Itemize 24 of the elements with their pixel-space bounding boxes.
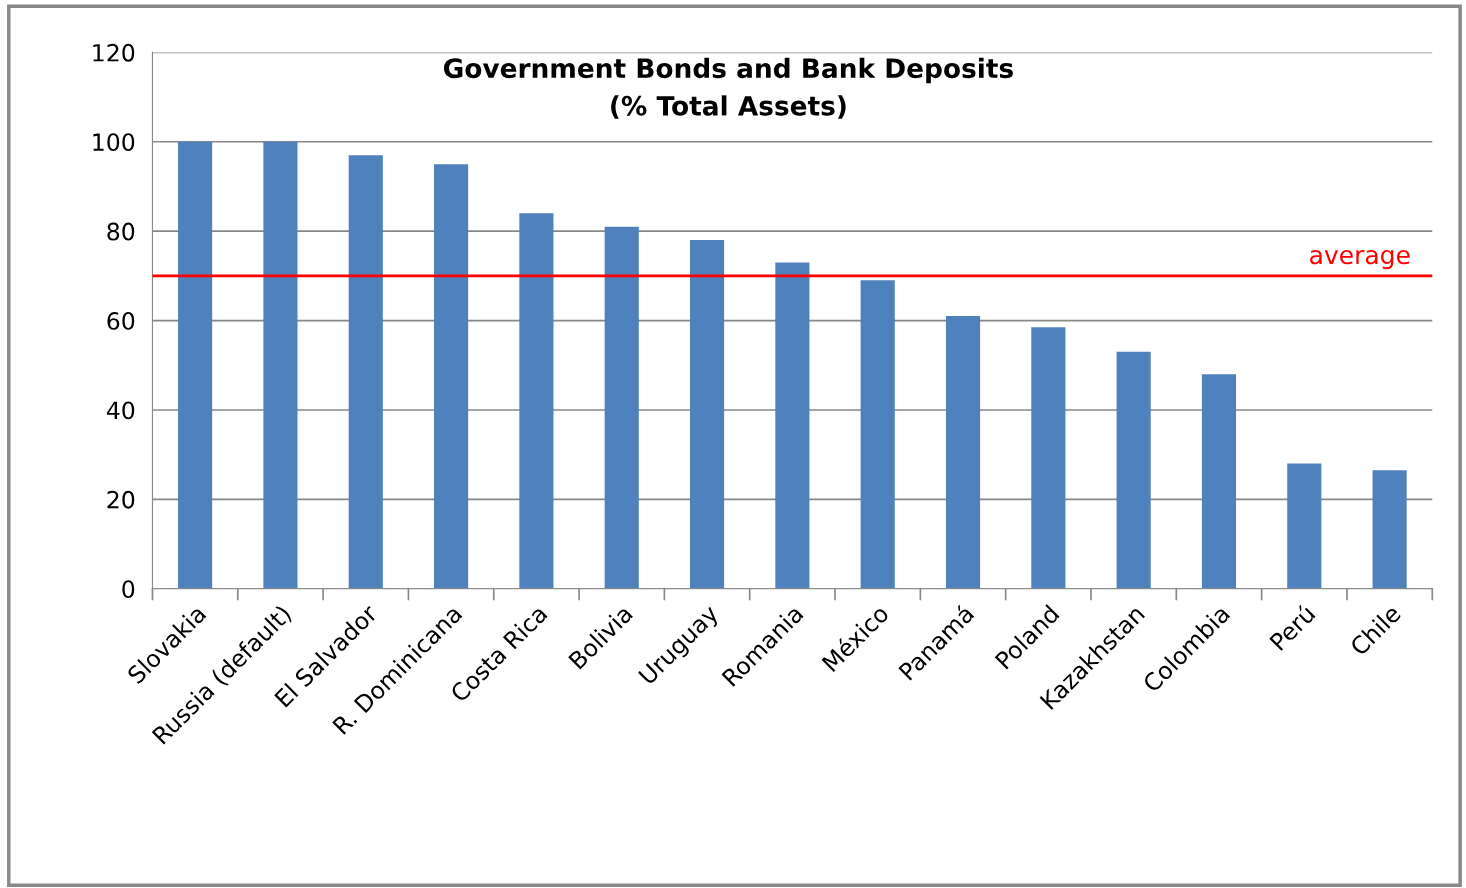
bar [263,141,298,589]
bar [1201,374,1237,589]
y-tick-label: 0 [122,580,135,599]
y-tick-label: 120 [93,43,135,62]
bar [434,164,469,589]
bar [604,226,639,589]
y-tick-label: 80 [107,222,135,241]
y-tick-label: 40 [106,401,135,420]
y-tick-label: 60 [107,312,135,330]
bar [860,280,895,589]
bar [348,155,383,589]
bar [945,316,981,589]
bar [1031,327,1066,589]
y-tick-label: 100 [93,133,135,152]
ref-line-label: average [1310,249,1410,270]
bar [775,262,810,589]
bar [1372,470,1407,589]
y-tick-label: 20 [107,490,135,509]
bar [519,213,554,589]
bar [178,141,213,589]
bar [689,240,725,589]
text: Government Bonds and Bank Deposits (% Total Assets) [443,57,1013,119]
bar [1287,463,1322,589]
bar [1116,351,1151,589]
